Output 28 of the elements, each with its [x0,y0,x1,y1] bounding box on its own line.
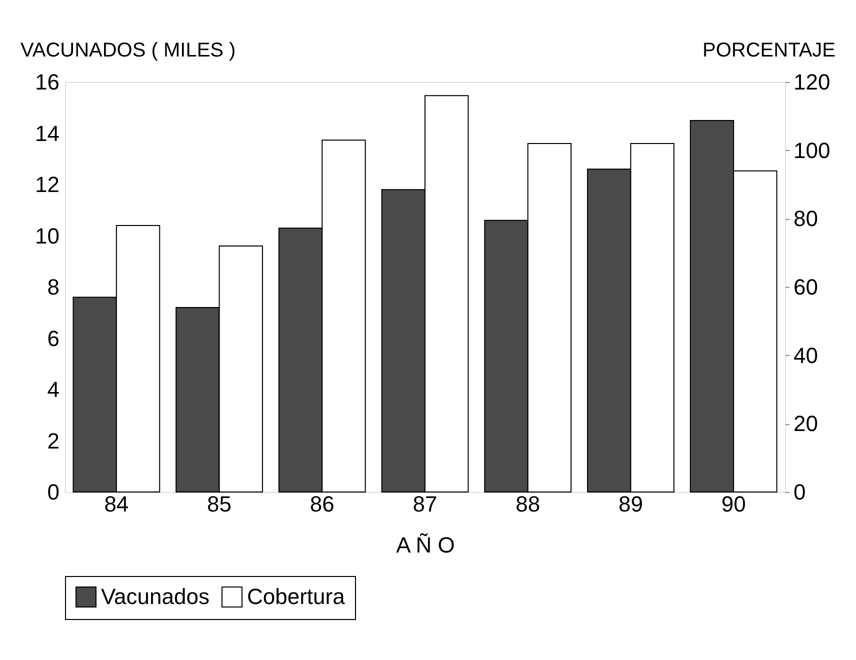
y-tick-label: 8 [47,274,60,300]
x-tick-label: 86 [310,492,334,516]
legend-label: Cobertura [247,584,346,609]
y-tick-label: 4 [47,377,60,402]
x-tick-label: 87 [412,492,438,516]
y-tick-label: 6 [47,326,60,351]
y-tick-label: 14 [35,120,60,146]
y2-tick-label: 60 [794,274,818,300]
y2-axis-title: PORCENTAJE [702,40,836,62]
y-axis-title: VACUNADOS ( MILES ) [20,40,236,62]
y-tick-label: 10 [35,223,60,248]
x-tick-label: 84 [104,492,129,516]
y2-tick-label: 40 [794,342,818,368]
y2-tick-label: 20 [794,411,818,436]
y2-tick-label: 120 [794,70,830,94]
x-tick-label: 85 [207,492,232,516]
y-tick-label: 0 [47,480,60,504]
x-axis-title: A Ñ O [396,532,455,558]
y2-tick-label: 100 [794,138,830,163]
y-tick-label: 16 [35,70,60,94]
legend-label: Vacunados [101,584,210,609]
x-tick-label: 88 [516,492,540,516]
y2-tick-label: 80 [794,206,818,232]
y-tick-label: 12 [35,172,60,197]
x-tick-label: 90 [721,492,746,516]
x-tick-label: 89 [618,492,643,516]
y-tick-label: 2 [47,428,60,454]
y2-tick-label: 0 [794,480,806,504]
